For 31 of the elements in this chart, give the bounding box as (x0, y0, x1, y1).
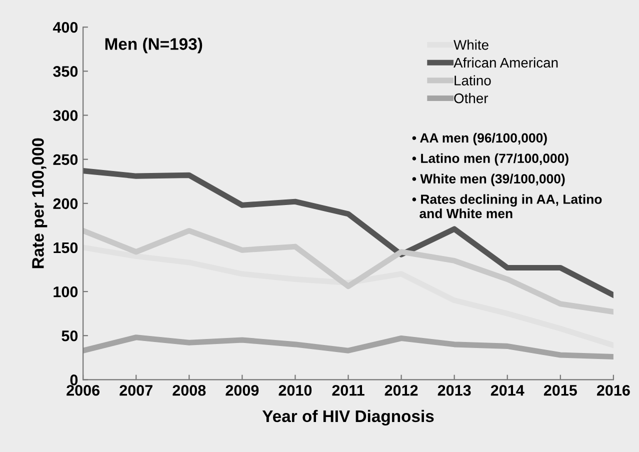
annotation: • Latino men (77/100,000) (412, 153, 568, 166)
y-tick-label: 0 (70, 374, 78, 386)
y-tick-label: 50 (62, 330, 78, 342)
y-axis-title: Rate per 100,000 (32, 138, 48, 268)
x-tick-label: 2014 (490, 384, 524, 396)
legend-label: Other (454, 93, 488, 104)
y-tick-label: 200 (53, 198, 78, 210)
legend-label: African American (454, 57, 558, 68)
legend-label: Latino (454, 75, 491, 86)
x-tick-label: 2015 (544, 384, 577, 396)
y-tick-label: 250 (53, 154, 78, 166)
x-tick-label: 2007 (120, 384, 152, 396)
y-tick-label: 100 (54, 286, 78, 298)
x-tick-label: 2012 (384, 384, 418, 396)
x-tick-label: 2011 (332, 384, 364, 396)
x-tick-label: 2016 (596, 384, 630, 396)
legend-label: White (454, 40, 488, 50)
y-tick-label: 350 (53, 66, 78, 77)
annotation: • Rates declining in AA, Latino and White men (412, 194, 602, 218)
annotation: • White men (39/100,000) (412, 174, 565, 186)
x-tick-label: 2010 (278, 384, 312, 396)
x-tick-label: 2006 (66, 384, 100, 396)
x-tick-label: 2009 (226, 384, 259, 396)
text: Men (N=193) (105, 38, 202, 54)
annotation: • AA men (96/100,000) (412, 132, 547, 146)
x-tick-label: 2008 (172, 384, 206, 396)
x-axis-title: Year of HIV Diagnosis (262, 410, 434, 426)
y-tick-label: 400 (52, 22, 78, 33)
x-tick-label: 2013 (438, 384, 471, 396)
y-tick-label: 150 (54, 242, 78, 254)
y-tick-label: 300 (53, 110, 78, 121)
